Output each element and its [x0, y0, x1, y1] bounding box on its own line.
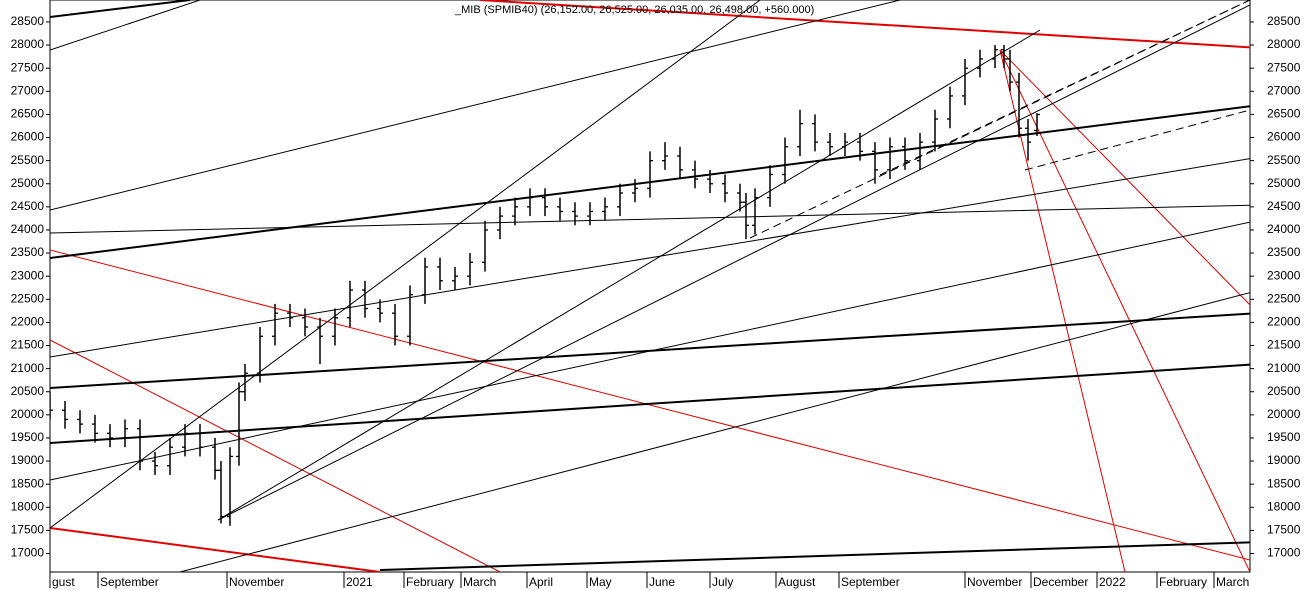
y-tick-label: 26500 — [1267, 107, 1301, 121]
trendlines — [50, 0, 1250, 572]
y-tick-label: 20500 — [1267, 384, 1301, 398]
trendline — [50, 0, 201, 51]
y-tick-label: 22000 — [1267, 315, 1301, 329]
y-tick-label: 27500 — [11, 60, 45, 74]
y-tick-label: 23000 — [11, 268, 45, 282]
y-tick-label: 28500 — [11, 14, 45, 28]
y-tick-label: 21500 — [11, 338, 45, 352]
y-tick-label: 18000 — [11, 499, 45, 513]
y-tick-label: 18500 — [1267, 476, 1301, 490]
trendline — [50, 249, 1250, 561]
trendline — [50, 363, 1250, 444]
y-tick-label: 27000 — [1267, 83, 1301, 97]
y-tick-label: 23500 — [1267, 245, 1301, 259]
x-tick-label: February — [1159, 575, 1207, 589]
trendline — [50, 0, 191, 18]
y-tick-label: 28000 — [1267, 37, 1301, 51]
x-tick-label: gust — [52, 575, 75, 589]
y-tick-label: 24000 — [11, 222, 45, 236]
trendline — [999, 49, 1250, 572]
trendline — [179, 292, 1250, 572]
y-tick-label: 19500 — [11, 430, 45, 444]
x-tick-label: 2021 — [346, 575, 373, 589]
x-tick-label: 2022 — [1099, 575, 1126, 589]
x-tick-label: March — [463, 575, 496, 589]
trendline — [879, 0, 1250, 176]
y-tick-label: 26500 — [11, 107, 45, 121]
y-tick-label: 18000 — [1267, 499, 1301, 513]
y-tick-label: 27500 — [1267, 60, 1301, 74]
x-tick-label: August — [778, 575, 816, 589]
y-tick-label: 17500 — [11, 523, 45, 537]
y-tick-label: 21500 — [1267, 338, 1301, 352]
trendline — [50, 105, 1250, 259]
x-tick-label: July — [712, 575, 733, 589]
price-bars — [50, 45, 1040, 526]
x-tick-label: April — [529, 575, 553, 589]
y-tick-label: 17000 — [1267, 546, 1301, 560]
x-tick-label: February — [406, 575, 454, 589]
x-tick-label: September — [100, 575, 159, 589]
y-tick-label: 28500 — [1267, 14, 1301, 28]
y-tick-label: 17000 — [11, 546, 45, 560]
y-tick-label: 19000 — [1267, 453, 1301, 467]
y-tick-label: 22500 — [11, 291, 45, 305]
trendline — [999, 49, 1126, 572]
y-tick-label: 21000 — [11, 361, 45, 375]
trendline — [217, 29, 1041, 521]
trendline — [50, 339, 501, 572]
trendline — [217, 4, 1250, 521]
y-tick-label: 25000 — [11, 176, 45, 190]
y-tick-label: 20000 — [11, 407, 45, 421]
x-tick-label: November — [229, 575, 284, 589]
y-tick-label: 22500 — [1267, 291, 1301, 305]
y-tick-label: 19000 — [11, 453, 45, 467]
y-tick-label: 26000 — [1267, 130, 1301, 144]
y-tick-label: 22000 — [11, 315, 45, 329]
y-tick-label: 20500 — [11, 384, 45, 398]
trendline — [50, 204, 1250, 234]
trendline — [479, 0, 1250, 49]
y-tick-label: 24500 — [1267, 199, 1301, 213]
chart-title: _MIB (SPMIB40) (26,152.00, 26,525.00, 26… — [454, 4, 814, 16]
trendline — [50, 0, 901, 211]
y-tick-label: 23000 — [1267, 268, 1301, 282]
y-tick-label: 27000 — [11, 83, 45, 97]
y-tick-label: 24000 — [1267, 222, 1301, 236]
trendline — [50, 221, 1250, 481]
x-tick-label: September — [841, 575, 900, 589]
y-tick-label: 20000 — [1267, 407, 1301, 421]
x-tick-label: June — [649, 575, 675, 589]
y-tick-label: 25500 — [11, 153, 45, 167]
y-tick-label: 18500 — [11, 476, 45, 490]
y-tick-label: 21000 — [1267, 361, 1301, 375]
y-tick-label: 25500 — [1267, 153, 1301, 167]
y-tick-label: 28000 — [11, 37, 45, 51]
y-tick-label: 19500 — [1267, 430, 1301, 444]
x-tick-label: November — [967, 575, 1022, 589]
x-tick-label: March — [1216, 575, 1249, 589]
trendline — [50, 158, 1250, 358]
trendline — [50, 0, 761, 529]
trendline — [50, 527, 381, 572]
y-tick-label: 26000 — [11, 130, 45, 144]
x-tick-label: December — [1033, 575, 1088, 589]
y-tick-label: 25000 — [1267, 176, 1301, 190]
y-tick-label: 24500 — [11, 199, 45, 213]
trendline — [379, 541, 1250, 571]
y-tick-label: 17500 — [1267, 523, 1301, 537]
trendline — [999, 49, 1250, 306]
x-tick-label: May — [589, 575, 612, 589]
y-tick-label: 23500 — [11, 245, 45, 259]
